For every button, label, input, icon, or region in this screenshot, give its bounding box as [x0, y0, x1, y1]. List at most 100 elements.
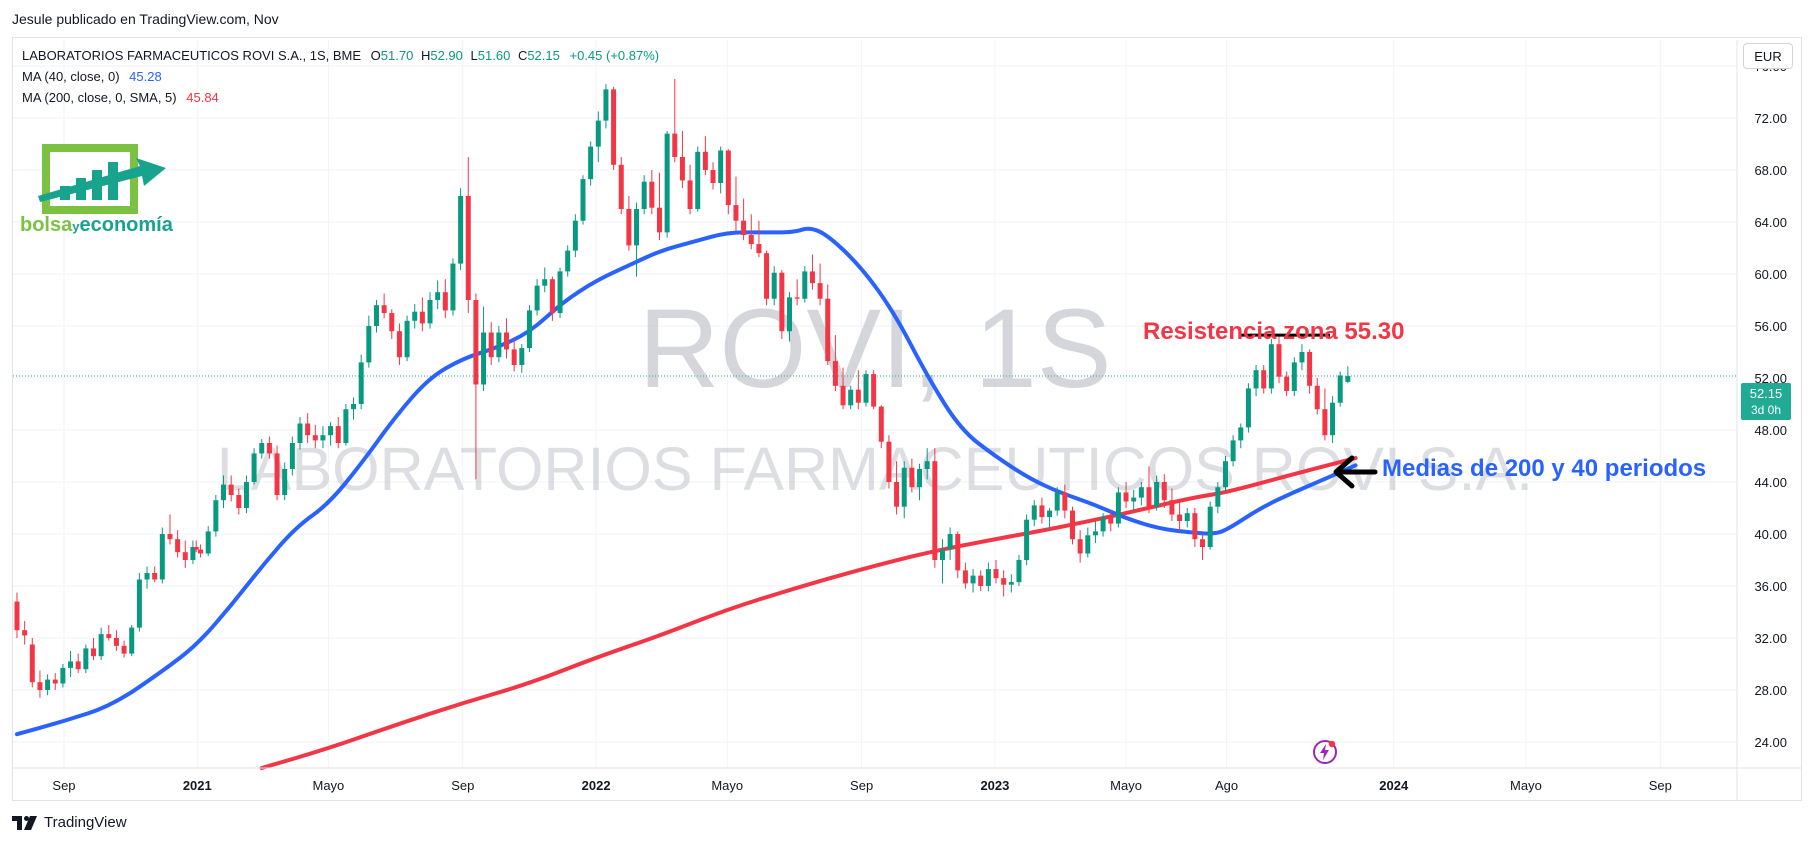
- candle-body: [1276, 344, 1282, 377]
- x-tick-label: 2021: [183, 778, 212, 793]
- candle-body: [1161, 482, 1167, 501]
- candle: [1261, 365, 1267, 394]
- candle-body: [1215, 487, 1221, 507]
- x-tick-label: 2022: [582, 778, 611, 793]
- candle: [1276, 335, 1282, 384]
- candle-body: [588, 146, 594, 180]
- candle: [1314, 378, 1320, 415]
- candle-body: [1115, 492, 1121, 524]
- candle: [52, 673, 58, 690]
- candle: [1131, 489, 1137, 511]
- candle: [687, 164, 693, 215]
- candle: [947, 527, 953, 560]
- candle: [1207, 501, 1213, 550]
- candle-body: [1146, 487, 1152, 507]
- candle: [993, 560, 999, 584]
- candle-body: [771, 272, 777, 299]
- candle: [1123, 482, 1129, 508]
- candle: [121, 640, 127, 658]
- candle-body: [1047, 510, 1053, 518]
- candle: [580, 175, 586, 225]
- candle: [1184, 508, 1190, 528]
- x-tick-label: Mayo: [313, 778, 345, 793]
- candle-body: [1330, 402, 1336, 436]
- currency-button[interactable]: EUR: [1743, 43, 1793, 69]
- candle-body: [840, 385, 846, 406]
- ma200-label: MA (200, close, 0, SMA, 5): [22, 90, 177, 105]
- candle-body: [1222, 461, 1228, 488]
- candle-body: [1070, 510, 1076, 540]
- candle-body: [756, 244, 762, 254]
- candle: [1192, 508, 1198, 547]
- candle: [37, 670, 43, 698]
- candle-body: [75, 661, 81, 670]
- candle: [1108, 510, 1114, 532]
- candle: [488, 322, 494, 365]
- candle: [955, 531, 961, 579]
- candle-body: [136, 579, 142, 628]
- candle: [1307, 349, 1313, 394]
- candle-body: [886, 441, 892, 482]
- candle-body: [695, 151, 701, 209]
- logo-word-1: bolsa: [20, 214, 73, 236]
- candle: [985, 562, 991, 592]
- candle-body: [1054, 492, 1060, 511]
- candle: [496, 326, 502, 363]
- tradingview-footer[interactable]: TradingView: [12, 814, 127, 831]
- candle-body: [1268, 344, 1274, 389]
- candle: [266, 436, 272, 459]
- candle-body: [1322, 409, 1328, 436]
- legend-ma200-row[interactable]: MA (200, close, 0, SMA, 5) 45.84: [22, 87, 659, 108]
- candle: [442, 279, 448, 319]
- candle-body: [993, 569, 999, 579]
- flash-alert-icon[interactable]: [1311, 738, 1339, 766]
- candle-body: [419, 311, 425, 324]
- candle-body: [894, 482, 900, 507]
- tradingview-logo-icon: [12, 815, 37, 830]
- candle-body: [366, 326, 372, 363]
- candle-body: [1092, 531, 1098, 536]
- ma200-line-group: [259, 456, 1358, 770]
- candle: [481, 306, 487, 391]
- candle: [205, 526, 211, 557]
- candle: [817, 263, 823, 306]
- candle: [832, 335, 838, 391]
- candle: [917, 463, 923, 501]
- chart-legend: LABORATORIOS FARMACEUTICOS ROVI S.A., 1S…: [22, 45, 659, 108]
- close-label: C: [517, 48, 528, 63]
- candle: [419, 297, 425, 332]
- candle: [557, 267, 563, 319]
- candle-body: [159, 534, 165, 580]
- candle: [1284, 371, 1290, 397]
- candle: [534, 279, 540, 316]
- candle-body: [389, 313, 395, 332]
- chart-frame[interactable]: [12, 37, 1802, 801]
- candle-body: [236, 495, 242, 508]
- y-tick-label: 24.00: [1754, 735, 1787, 750]
- x-tick-label: Mayo: [1510, 778, 1542, 793]
- candle: [733, 176, 739, 232]
- candle: [1230, 435, 1236, 467]
- candle: [228, 475, 234, 502]
- legend-ma40-row[interactable]: MA (40, close, 0) 45.28: [22, 66, 659, 87]
- y-tick-label: 60.00: [1754, 267, 1787, 282]
- candle: [106, 625, 112, 641]
- candle-body: [113, 638, 119, 646]
- candle: [335, 417, 341, 449]
- candle: [588, 141, 594, 186]
- candle-body: [14, 601, 20, 631]
- candle: [1054, 487, 1060, 516]
- candle-body: [305, 423, 311, 436]
- candle: [14, 592, 20, 638]
- candle: [381, 293, 387, 319]
- candle: [320, 426, 326, 449]
- candle-body: [343, 409, 349, 443]
- candle-body: [565, 250, 571, 272]
- open-label: O: [370, 48, 381, 63]
- symbol-name[interactable]: LABORATORIOS FARMACEUTICOS ROVI S.A., 1S…: [22, 48, 362, 63]
- candle-body: [29, 644, 35, 683]
- candle-body: [1008, 582, 1014, 585]
- candle: [83, 644, 89, 674]
- candle-body: [611, 89, 617, 165]
